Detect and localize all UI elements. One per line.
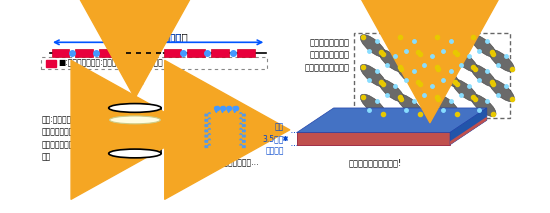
Bar xyxy=(213,139,238,145)
Bar xyxy=(52,49,69,57)
Ellipse shape xyxy=(489,50,514,72)
FancyBboxPatch shape xyxy=(354,33,510,118)
Ellipse shape xyxy=(471,35,496,57)
Ellipse shape xyxy=(434,64,459,87)
Polygon shape xyxy=(450,108,487,145)
Bar xyxy=(109,108,161,154)
Polygon shape xyxy=(297,132,450,145)
Ellipse shape xyxy=(452,50,477,72)
Ellipse shape xyxy=(489,79,514,102)
Ellipse shape xyxy=(415,50,441,72)
Ellipse shape xyxy=(452,79,477,102)
Bar xyxy=(213,132,238,138)
Bar xyxy=(213,118,238,124)
FancyBboxPatch shape xyxy=(41,57,267,69)
Bar xyxy=(213,111,238,117)
Bar xyxy=(164,49,182,57)
Ellipse shape xyxy=(109,116,161,124)
Bar xyxy=(238,49,255,57)
Ellipse shape xyxy=(379,50,404,72)
Ellipse shape xyxy=(109,149,161,158)
Bar xyxy=(75,49,93,57)
Ellipse shape xyxy=(471,64,496,87)
Ellipse shape xyxy=(360,64,386,87)
Text: 本研究で合成した高分子: 本研究で合成した高分子 xyxy=(120,32,189,42)
Bar xyxy=(211,49,229,57)
Bar xyxy=(99,49,117,57)
Text: 溶媒:ジメチル
スルホキシド、
ジクロロベンゼン
など: 溶媒:ジメチル スルホキシド、 ジクロロベンゼン など xyxy=(41,115,78,161)
Text: 厚さ
3.5ナノ
メートル: 厚さ 3.5ナノ メートル xyxy=(262,122,284,155)
Ellipse shape xyxy=(397,64,422,87)
Ellipse shape xyxy=(415,79,441,102)
Ellipse shape xyxy=(360,35,386,57)
Polygon shape xyxy=(297,108,487,132)
Bar xyxy=(213,125,238,131)
Bar xyxy=(188,49,205,57)
Text: ■:チオフェン　～:柔軟なエチレングリコール鎖: ■:チオフェン ～:柔軟なエチレングリコール鎖 xyxy=(59,59,163,68)
Text: 上から見たときの
チオフェンの配列
（真空蔷着膜類似）: 上から見たときの チオフェンの配列 （真空蔷着膜類似） xyxy=(304,38,349,72)
Ellipse shape xyxy=(360,94,386,117)
Ellipse shape xyxy=(397,35,422,57)
Text: 高分子は溶液中で折り畳まれ…: 高分子は溶液中で折り畳まれ… xyxy=(191,159,259,168)
Text: 溶かす: 溶かす xyxy=(126,74,144,84)
Bar xyxy=(109,122,161,153)
Ellipse shape xyxy=(434,35,459,57)
Ellipse shape xyxy=(434,94,459,117)
Ellipse shape xyxy=(397,94,422,117)
Text: 約80ナノメートル: 約80ナノメートル xyxy=(135,32,181,42)
Polygon shape xyxy=(450,117,487,145)
Ellipse shape xyxy=(109,104,161,112)
Ellipse shape xyxy=(471,94,496,117)
Text: 寄り集まってシートに!: 寄り集まってシートに! xyxy=(349,159,402,168)
Ellipse shape xyxy=(379,79,404,102)
Bar xyxy=(46,60,56,67)
